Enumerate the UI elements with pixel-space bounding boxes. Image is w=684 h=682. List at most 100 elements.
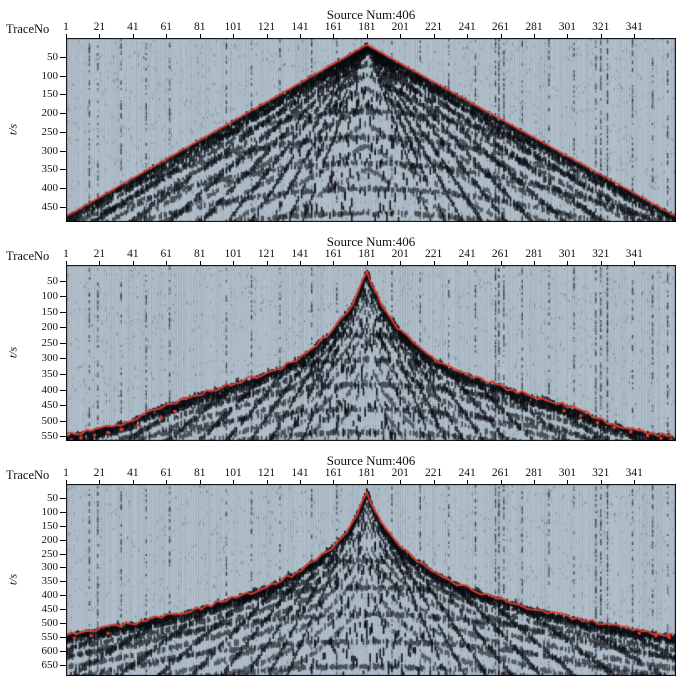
y-tick-label: 100: [41, 290, 59, 303]
y-tick-mark: [60, 595, 66, 597]
y-tick-label: 550: [41, 430, 59, 443]
x-tick-mark: [634, 480, 636, 484]
x-tick-mark: [233, 261, 235, 265]
x-tick-mark: [500, 34, 502, 38]
x-tick-label: 101: [224, 467, 242, 479]
x-tick-mark: [433, 261, 435, 265]
x-tick-label: 341: [625, 248, 643, 260]
x-tick-label: 241: [458, 21, 476, 33]
seismic-plot-canvas-3: [66, 484, 676, 676]
x-tick-mark: [99, 480, 101, 484]
y-tick-mark: [60, 497, 66, 499]
seismic-plot-canvas-2: [66, 265, 676, 441]
x-tick-mark: [366, 480, 368, 484]
x-tick-mark: [66, 261, 67, 265]
x-tick-mark: [500, 480, 502, 484]
y-tick-mark: [60, 327, 66, 329]
x-tick-mark: [400, 480, 402, 484]
x-tick-label: 261: [491, 248, 510, 260]
x-tick-mark: [299, 261, 301, 265]
x-tick-label: 161: [324, 21, 343, 33]
x-axis: TraceNo 1 21 41 61 81 101 121 141 161 181 201 221 24…: [6, 248, 676, 265]
x-tick-label: 21: [93, 21, 106, 33]
x-tick-label: 141: [291, 21, 309, 33]
x-tick-label: 101: [224, 248, 242, 260]
x-axis-label: TraceNo: [6, 468, 50, 482]
y-tick-label: 250: [41, 336, 59, 349]
x-tick-label: 41: [127, 21, 139, 33]
x-tick-label: 301: [558, 21, 576, 33]
x-tick-mark: [99, 34, 101, 38]
x-tick-mark: [467, 480, 469, 484]
y-tick-mark: [60, 525, 66, 527]
x-tick-label: 81: [193, 467, 206, 479]
y-tick-mark: [60, 342, 66, 344]
y-tick-mark: [60, 567, 66, 569]
x-tick-label: 121: [257, 21, 276, 33]
x-tick-mark: [400, 34, 402, 38]
x-tick-label: 281: [525, 21, 543, 33]
y-tick-mark: [60, 75, 66, 77]
x-tick-label: 201: [391, 21, 409, 33]
x-tick-label: 181: [358, 248, 376, 260]
x-tick-mark: [199, 261, 201, 265]
y-tick-mark: [60, 280, 66, 282]
seismic-plot-canvas-1: [66, 38, 676, 222]
x-tick-label: 81: [193, 21, 206, 33]
x-tick-label: 81: [193, 248, 206, 260]
x-tick-label: 221: [425, 21, 443, 33]
x-tick-label: 141: [291, 467, 309, 479]
y-tick-label: 50: [47, 50, 58, 63]
y-tick-mark: [60, 188, 66, 190]
x-tick-label: 21: [93, 467, 106, 479]
x-tick-mark: [366, 261, 368, 265]
x-tick-mark: [266, 34, 268, 38]
x-tick-label: 281: [525, 467, 543, 479]
x-tick-mark: [166, 480, 168, 484]
x-tick-label: 221: [425, 467, 443, 479]
x-tick-mark: [600, 480, 602, 484]
x-tick-label: 241: [458, 467, 476, 479]
x-tick-label: 1: [63, 467, 69, 479]
x-tick-label: 61: [160, 21, 173, 33]
x-axis: TraceNo 1 21 41 61 81 101 121 141 161 181 201 221 24…: [6, 21, 676, 38]
y-tick-label: 300: [41, 352, 59, 365]
y-tick-mark: [60, 581, 66, 583]
x-axis-label: TraceNo: [6, 249, 50, 263]
x-tick-mark: [467, 261, 469, 265]
x-tick-label: 281: [525, 248, 543, 260]
x-tick-label: 141: [291, 248, 309, 260]
x-tick-mark: [66, 480, 67, 484]
y-tick-label: 300: [41, 144, 59, 157]
y-tick-label: 450: [41, 200, 59, 213]
x-tick-label: 261: [491, 21, 510, 33]
y-tick-label: 100: [41, 69, 59, 82]
x-tick-mark: [600, 261, 602, 265]
x-tick-label: 121: [257, 467, 276, 479]
x-tick-label: 321: [592, 467, 610, 479]
y-tick-mark: [60, 113, 66, 115]
y-tick-mark: [60, 169, 66, 171]
y-tick-label: 200: [41, 533, 59, 546]
x-tick-label: 181: [358, 21, 376, 33]
x-tick-mark: [634, 261, 636, 265]
y-tick-mark: [60, 553, 66, 555]
x-tick-mark: [132, 34, 134, 38]
seismic-panel-2: Source Num:406 TraceNo 1 21 41 61 81 101 121 14…: [0, 233, 684, 443]
x-tick-mark: [600, 34, 602, 38]
y-tick-mark: [60, 637, 66, 639]
y-tick-label: 50: [47, 491, 58, 504]
y-tick-label: 350: [41, 368, 59, 381]
x-tick-mark: [299, 34, 301, 38]
seismic-panel-3: Source Num:406 TraceNo 1 21 41 61 81 101 121 14…: [0, 452, 684, 676]
y-tick-label: 500: [41, 414, 59, 427]
x-tick-label: 41: [127, 248, 139, 260]
y-tick-mark: [60, 311, 66, 313]
x-tick-label: 181: [358, 467, 376, 479]
x-tick-mark: [132, 480, 134, 484]
x-tick-mark: [199, 34, 201, 38]
y-tick-mark: [60, 94, 66, 96]
y-tick-label: 50: [47, 274, 58, 287]
x-tick-mark: [500, 261, 502, 265]
